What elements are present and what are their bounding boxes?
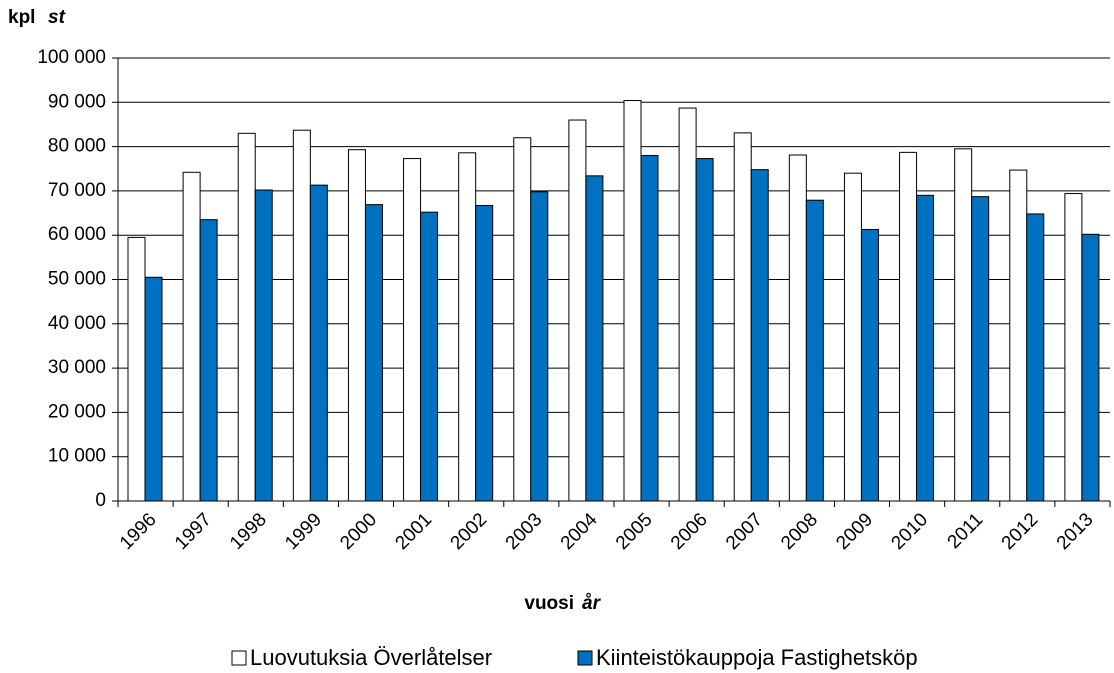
x-tick-label: 2010 [887,509,932,554]
bar [347,149,366,502]
bar [1081,233,1100,502]
bar [199,219,218,502]
bar [182,171,201,502]
y-tick-label: 20 000 [48,401,106,422]
bar [309,184,328,502]
y-tick-label: 40 000 [48,313,106,334]
bar [568,119,587,502]
legend-swatch [231,650,247,666]
y-tick-label: 0 [95,490,106,511]
bar [640,154,659,502]
x-tick-label: 2006 [667,509,712,554]
x-tick-label: 2003 [502,509,547,554]
x-tick-label: 2004 [557,509,602,554]
bar [954,148,973,502]
bar [1026,213,1045,502]
bar [860,228,879,502]
bar [475,205,494,502]
y-axis-label: kpl [8,7,35,28]
bar [585,175,604,502]
x-tick-label: 2011 [944,509,988,553]
y-tick-label: 60 000 [48,224,106,245]
bar [403,158,422,502]
bar [530,191,549,502]
bar [678,107,697,502]
bar [805,199,824,502]
y-tick-label: 80 000 [48,136,106,157]
x-tick-label: 2007 [722,509,767,554]
x-tick-label: 1999 [281,509,326,554]
y-tick-label: 30 000 [48,357,106,378]
bar [292,129,311,502]
bar [127,236,146,502]
y-tick-label: 70 000 [48,180,106,201]
bar [899,151,918,502]
bar [788,154,807,502]
x-tick-label: 2009 [832,509,877,554]
x-axis-label-italic: år [582,593,602,614]
bar [420,211,439,502]
bar [623,100,642,502]
bar [750,169,769,502]
bar [513,137,532,502]
bar [1009,169,1028,502]
bar [971,196,990,502]
legend-label: Luovutuksia Överlåtelser [250,645,492,670]
bar [1064,193,1083,502]
x-tick-label: 2005 [612,509,657,554]
x-tick-label: 2008 [777,509,822,554]
bar [843,172,862,502]
bar [144,276,163,502]
y-tick-label: 100 000 [37,47,106,68]
y-tick-label: 90 000 [48,91,106,112]
x-tick-label: 1996 [116,509,161,554]
bar [695,158,714,502]
y-tick-label: 10 000 [48,446,106,467]
bar [733,132,752,502]
legend-swatch [577,650,593,666]
x-axis-label: vuosi [524,593,574,614]
x-tick-label: 2000 [336,509,381,554]
x-tick-label: 2012 [998,509,1043,554]
bar [916,194,935,502]
y-tick-label: 50 000 [48,269,106,290]
x-tick-label: 2001 [391,509,436,554]
bar [254,189,273,502]
x-tick-label: 1997 [171,509,216,554]
legend-label: Kiinteistökauppoja Fastighetsköp [596,645,918,670]
x-tick-label: 2002 [447,509,492,554]
bar [237,132,256,502]
bar [458,152,477,502]
bar [364,204,383,502]
x-tick-label: 1998 [226,509,271,554]
x-tick-label: 2013 [1053,509,1098,554]
y-axis-label-italic: st [48,7,66,28]
